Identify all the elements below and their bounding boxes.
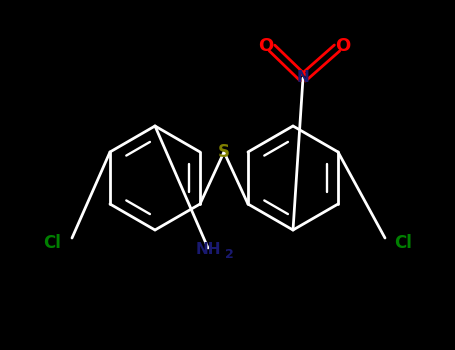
Text: NH: NH — [195, 243, 221, 258]
Text: Cl: Cl — [394, 234, 412, 252]
Text: N: N — [297, 70, 309, 85]
Text: O: O — [335, 37, 351, 55]
Text: O: O — [258, 37, 273, 55]
Text: 2: 2 — [225, 247, 233, 260]
Text: S: S — [218, 143, 230, 161]
Text: Cl: Cl — [43, 234, 61, 252]
